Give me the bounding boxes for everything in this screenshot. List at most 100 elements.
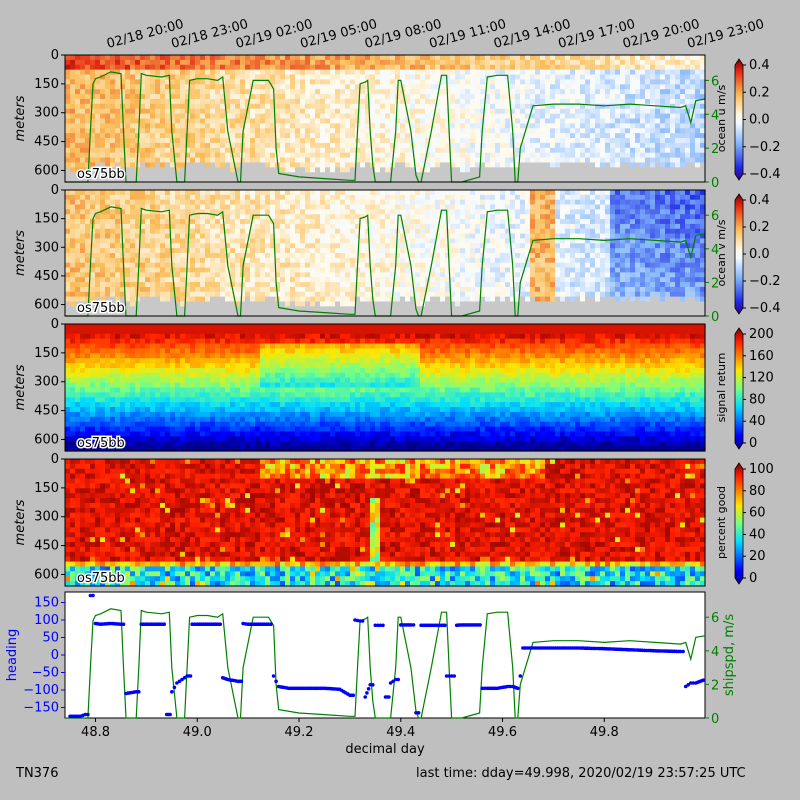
- heat-cell: [175, 311, 181, 317]
- heat-cell: [105, 262, 111, 269]
- heat-cell: [310, 113, 316, 120]
- heat-cell: [180, 172, 186, 178]
- heat-cell: [560, 133, 566, 139]
- heat-cell: [250, 74, 256, 81]
- heat-cell: [610, 89, 616, 95]
- heat-cell: [580, 98, 586, 105]
- heat-cell: [240, 64, 246, 71]
- heat-cell: [575, 74, 581, 81]
- heat-cell: [85, 113, 91, 120]
- heat-cell: [555, 69, 561, 76]
- heat-cell: [105, 253, 111, 259]
- heat-cell: [65, 277, 71, 283]
- heat-cell: [675, 128, 681, 134]
- heat-cell: [145, 286, 151, 293]
- heat-cell: [345, 233, 351, 240]
- heat-cell: [200, 128, 206, 134]
- heat-cell: [370, 128, 376, 134]
- heat-cell: [390, 138, 396, 144]
- heat-cell: [110, 228, 116, 235]
- heat-cell: [325, 69, 331, 76]
- heat-cell: [335, 133, 341, 139]
- heat-cell: [170, 248, 176, 254]
- heat-cell: [255, 133, 261, 139]
- heat-cell: [210, 94, 216, 100]
- heat-cell: [65, 219, 71, 225]
- heat-cell: [300, 233, 306, 240]
- heat-cell: [465, 167, 471, 173]
- heat-cell: [130, 209, 136, 215]
- heat-cell: [90, 238, 96, 244]
- heat-cell: [200, 248, 206, 254]
- heat-cell: [110, 64, 116, 71]
- heat-cell: [135, 172, 141, 178]
- heat-cell: [545, 177, 551, 183]
- heat-cell: [120, 286, 126, 293]
- heat-cell: [175, 214, 181, 220]
- heat-cell: [235, 214, 241, 220]
- heat-cell: [100, 253, 106, 259]
- heat-cell: [605, 84, 611, 90]
- heat-cell: [325, 238, 331, 244]
- heat-cell: [375, 84, 381, 90]
- heat-cell: [685, 84, 691, 90]
- heat-cell: [340, 98, 346, 105]
- heat-cell: [130, 128, 136, 134]
- heat-cell: [335, 89, 341, 95]
- heat-cell: [105, 74, 111, 81]
- heat-cell: [310, 59, 316, 66]
- heat-cell: [615, 147, 621, 154]
- heat-cell: [300, 267, 306, 273]
- heat-cell: [250, 84, 256, 90]
- heat-cell: [435, 59, 441, 66]
- heat-cell: [310, 248, 316, 254]
- heat-cell: [210, 103, 216, 110]
- heat-cell: [680, 113, 686, 120]
- heat-cell: [75, 123, 81, 129]
- heat-cell: [320, 147, 326, 154]
- heat-cell: [495, 128, 501, 134]
- heat-cell: [655, 133, 661, 139]
- heat-cell: [190, 253, 196, 259]
- heat-cell: [185, 79, 191, 85]
- heat-cell: [490, 177, 496, 183]
- heat-cell: [310, 108, 316, 115]
- heat-cell: [340, 238, 346, 244]
- heat-cell: [575, 167, 581, 173]
- heat-cell: [370, 79, 376, 85]
- heat-cell: [190, 277, 196, 283]
- heat-cell: [235, 84, 241, 90]
- heat-cell: [505, 59, 511, 66]
- heat-cell: [285, 233, 291, 240]
- heat-cell: [150, 228, 156, 235]
- heat-cell: [200, 282, 206, 288]
- heat-cell: [335, 233, 341, 240]
- heat-cell: [90, 194, 96, 201]
- heat-cell: [205, 204, 211, 210]
- heat-cell: [380, 89, 386, 95]
- heat-cell: [330, 306, 336, 312]
- heat-cell: [275, 138, 281, 144]
- heat-cell: [495, 157, 501, 164]
- heat-cell: [315, 59, 321, 66]
- heat-cell: [200, 257, 206, 264]
- heat-cell: [665, 84, 671, 90]
- heat-cell: [120, 272, 126, 278]
- heat-cell: [325, 152, 331, 159]
- heat-cell: [160, 177, 166, 183]
- heat-cell: [495, 162, 501, 168]
- heat-cell: [340, 103, 346, 110]
- heat-cell: [180, 152, 186, 159]
- heat-cell: [140, 214, 146, 220]
- heat-cell: [470, 79, 476, 85]
- heat-cell: [190, 282, 196, 288]
- heat-cell: [660, 172, 666, 178]
- heat-cell: [615, 123, 621, 129]
- heat-cell: [205, 64, 211, 71]
- heat-cell: [130, 123, 136, 129]
- heat-cell: [185, 74, 191, 81]
- heat-cell: [165, 190, 171, 196]
- heat-cell: [230, 133, 236, 139]
- heat-cell: [295, 69, 301, 76]
- heat-cell: [265, 177, 271, 183]
